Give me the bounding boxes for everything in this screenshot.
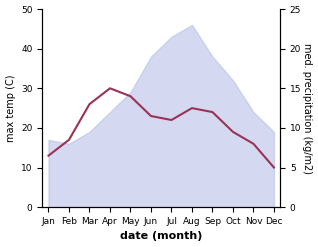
X-axis label: date (month): date (month) — [120, 231, 203, 242]
Y-axis label: med. precipitation (kg/m2): med. precipitation (kg/m2) — [302, 43, 313, 174]
Y-axis label: max temp (C): max temp (C) — [5, 74, 16, 142]
